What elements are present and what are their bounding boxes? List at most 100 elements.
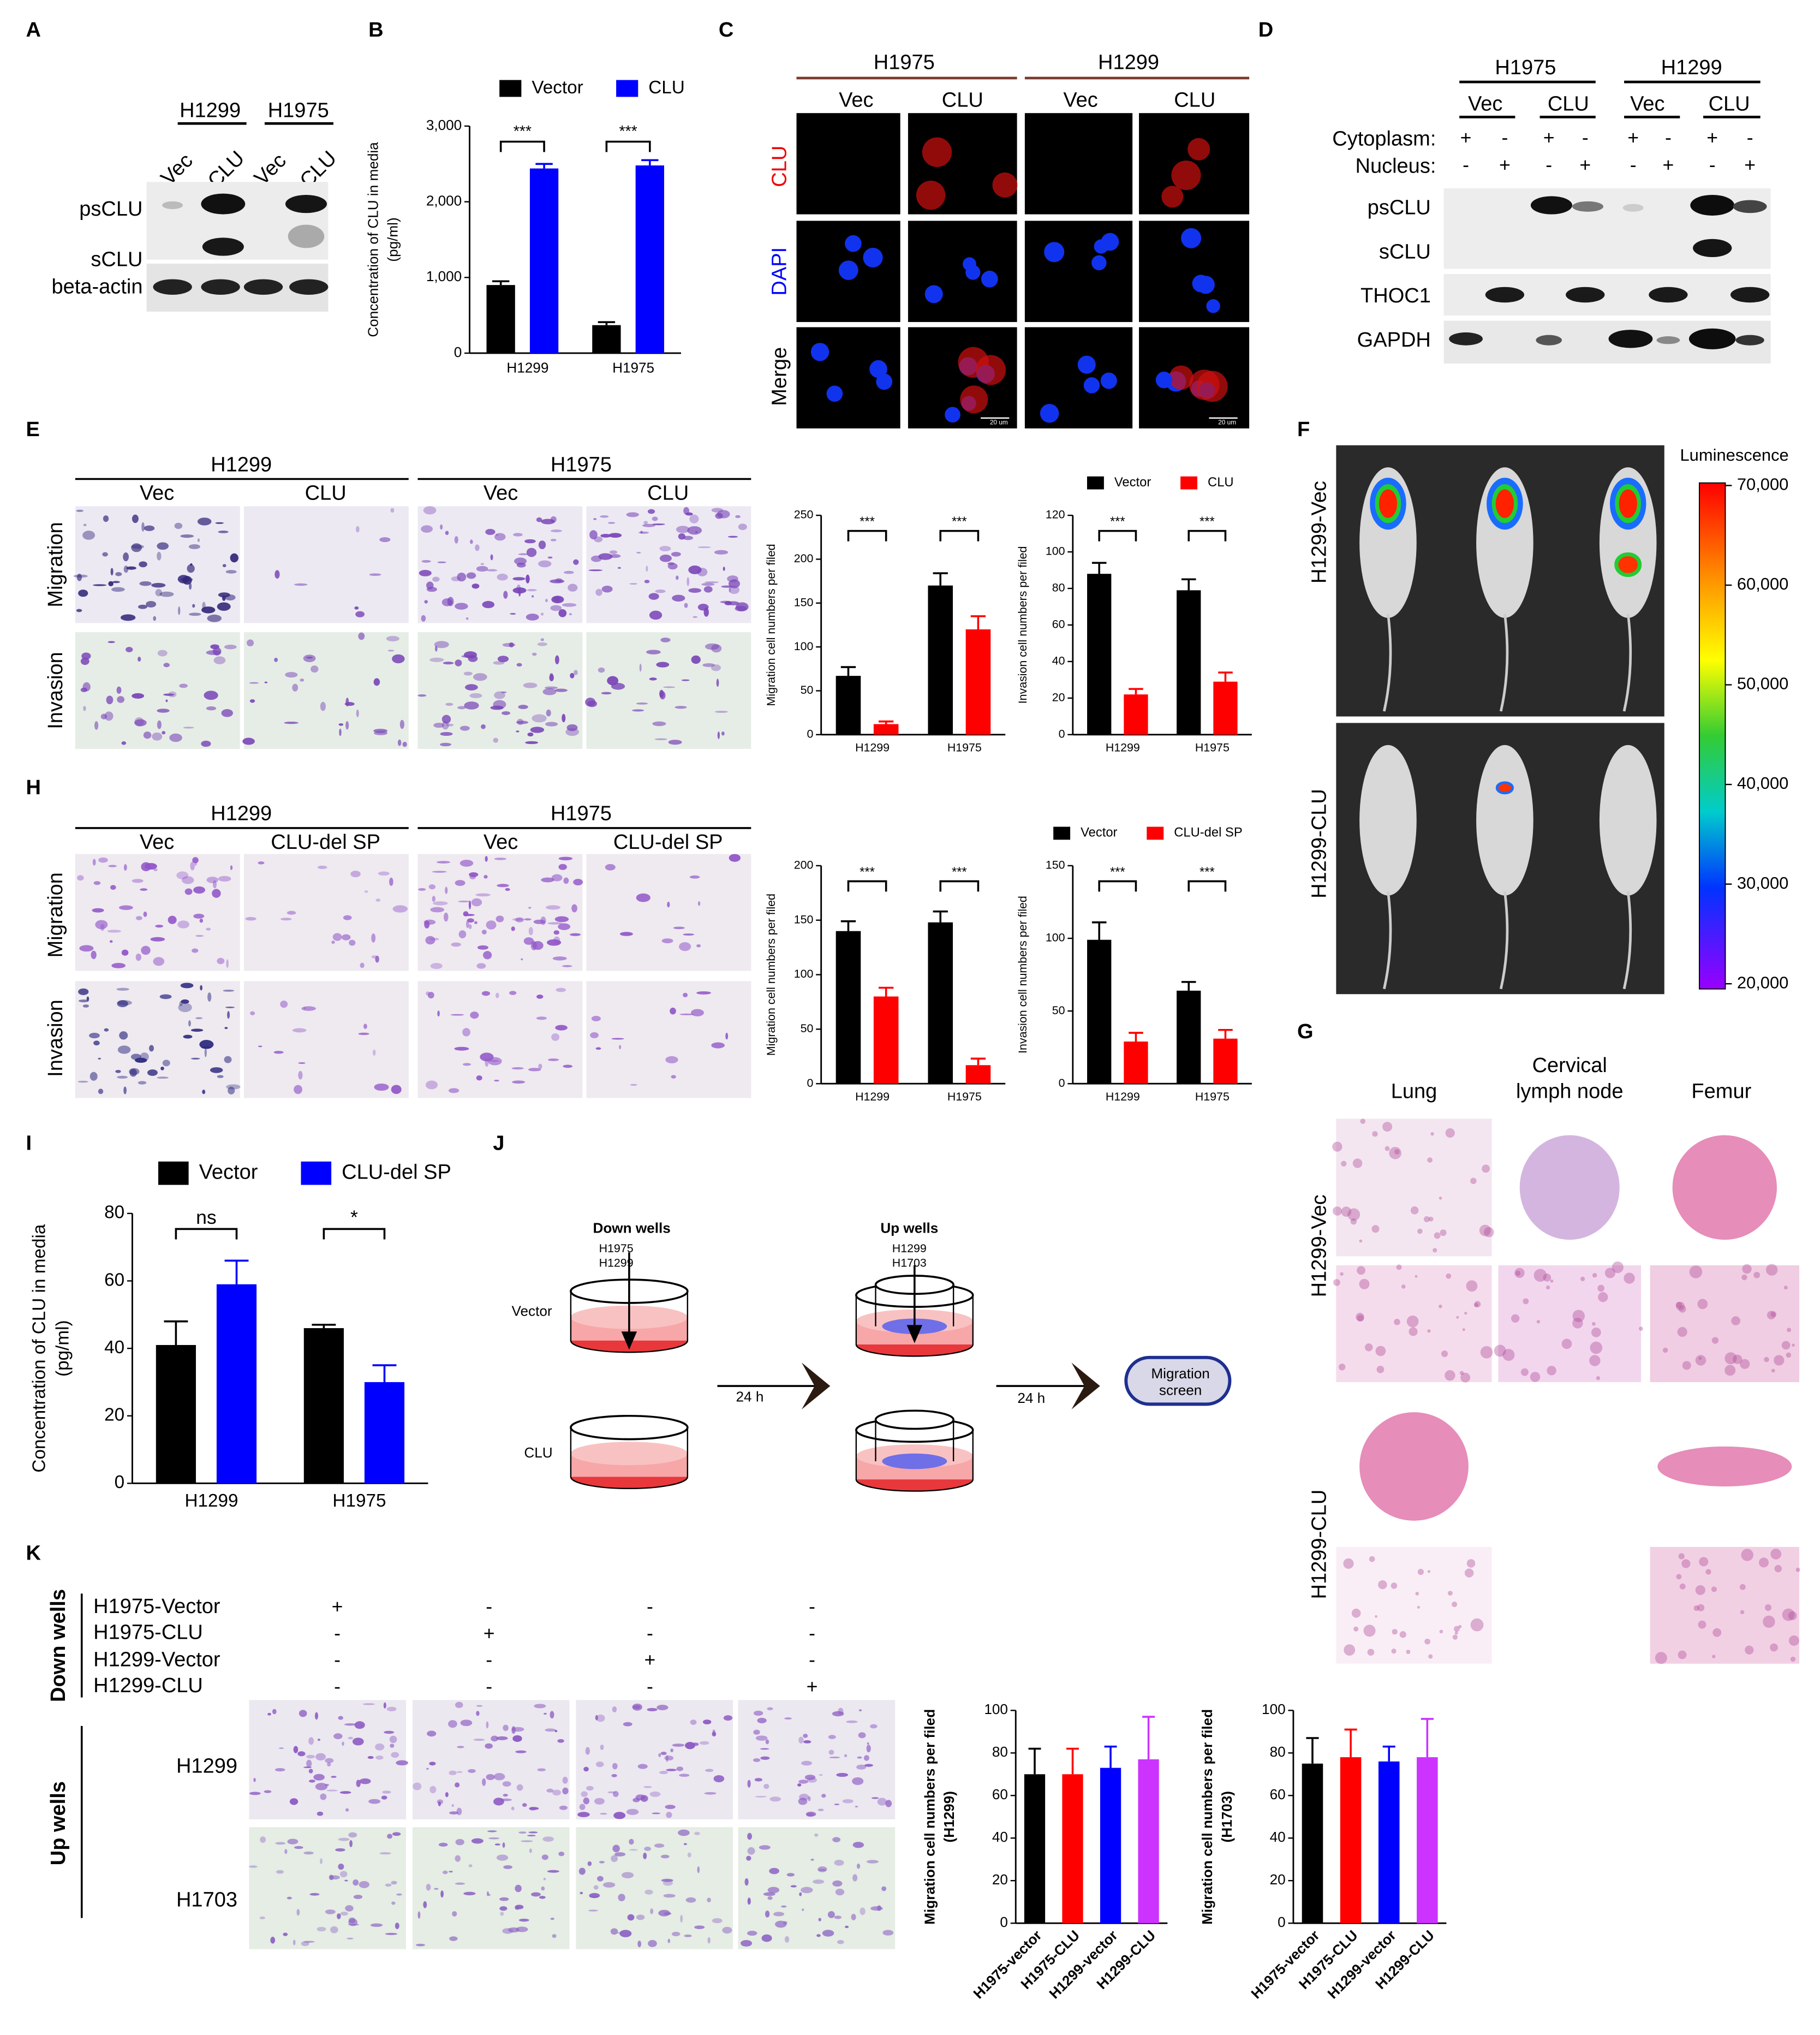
- y-tick-label: 2,000: [426, 193, 462, 209]
- cell: [344, 1723, 357, 1726]
- cell: [636, 893, 651, 902]
- cell: [491, 1735, 499, 1742]
- error-bar: [1218, 1028, 1233, 1039]
- tissue: [1676, 1574, 1682, 1580]
- legend-label: CLU-del SP: [1174, 825, 1242, 840]
- nucleus: [1077, 355, 1096, 374]
- result-label: Migration: [1151, 1365, 1209, 1382]
- cell: [481, 991, 491, 996]
- group-label: CLU: [647, 482, 689, 505]
- bar: [1302, 1763, 1323, 1924]
- cell: [455, 603, 468, 610]
- cell: [280, 1000, 288, 1008]
- cell: [672, 594, 685, 602]
- band: [1608, 330, 1653, 348]
- y-tick-label: 40: [992, 1829, 1008, 1845]
- cell: [335, 1848, 345, 1852]
- cell: [326, 1789, 338, 1792]
- y-tick-label: 60: [1052, 618, 1065, 631]
- cell: [534, 1704, 546, 1709]
- sign: +: [1662, 154, 1674, 176]
- cell: [643, 1852, 647, 1859]
- cell: [391, 1881, 397, 1885]
- channel-label: Merge: [768, 347, 791, 406]
- tissue: [1771, 1368, 1775, 1373]
- fluorescence: [908, 221, 1017, 322]
- cell: [283, 1932, 288, 1936]
- cell: [509, 642, 514, 647]
- down-row: H1975-Vector: [93, 1595, 220, 1618]
- tissue: [1391, 1649, 1397, 1654]
- well: [570, 1414, 689, 1441]
- tissue: [1740, 1359, 1750, 1369]
- band: [1735, 335, 1764, 346]
- cell: [437, 561, 446, 563]
- cell: [573, 559, 579, 565]
- cell: [397, 739, 402, 746]
- band: [1688, 328, 1736, 349]
- tissue: [1360, 1118, 1366, 1124]
- cell: [652, 516, 658, 521]
- cell: [338, 1837, 350, 1841]
- bar: [1340, 1757, 1362, 1924]
- cell: [549, 674, 554, 681]
- bar: [1124, 694, 1148, 735]
- sign: -: [809, 1649, 815, 1671]
- nucleus: [869, 360, 887, 378]
- cell: [450, 1014, 464, 1016]
- cell: [801, 1887, 813, 1894]
- significance-label: ***: [952, 865, 967, 879]
- cell: [159, 994, 172, 999]
- cell: [832, 1711, 844, 1717]
- sign: -: [486, 1649, 492, 1671]
- y-tick-label: 100: [794, 967, 814, 980]
- colorbar-tick-label: 20,000: [1737, 973, 1788, 992]
- arrow: [802, 1362, 831, 1409]
- cell: [135, 953, 141, 961]
- cell: [157, 551, 162, 561]
- cell: [432, 896, 436, 902]
- cell: [550, 539, 557, 542]
- tissue: [1456, 1316, 1459, 1319]
- cell: [330, 1926, 338, 1933]
- cell: [629, 1849, 638, 1851]
- band: [1449, 332, 1483, 346]
- tissue: [1344, 1644, 1356, 1656]
- cell: [602, 1882, 616, 1888]
- cell: [746, 1855, 751, 1861]
- cell: [371, 955, 378, 959]
- cell: [729, 587, 731, 593]
- cell: [499, 1897, 509, 1901]
- tissue: [1712, 1655, 1716, 1658]
- cell: [432, 576, 440, 582]
- cell: [463, 651, 477, 659]
- panel-k: Down wells H1975-Vector H1975-CLU H1299-…: [47, 1589, 237, 1918]
- cell: [134, 719, 147, 727]
- cell: [155, 925, 164, 928]
- cell: [455, 1855, 461, 1862]
- cell: [341, 934, 351, 941]
- insert: [882, 1453, 947, 1469]
- cell: [200, 985, 202, 991]
- cell: [227, 1011, 230, 1019]
- cell: [275, 1768, 285, 1772]
- cell: [834, 1915, 842, 1919]
- nucleus: [810, 343, 830, 361]
- bar: [928, 585, 953, 735]
- significance-bracket: [499, 140, 545, 152]
- tissue: [1347, 1208, 1360, 1221]
- cell-line: H1975: [1495, 56, 1556, 79]
- cell: [660, 638, 671, 642]
- cell: [627, 1914, 635, 1921]
- sign: +: [1460, 127, 1472, 148]
- cell: [573, 878, 583, 885]
- cell: [760, 1748, 769, 1750]
- error-bar: [1181, 578, 1196, 591]
- cell: [423, 506, 437, 515]
- cell: [386, 1706, 397, 1712]
- cell: [399, 719, 404, 729]
- cell: [429, 937, 439, 941]
- cell: [769, 1796, 781, 1802]
- cell: [521, 958, 523, 961]
- arrow: [621, 1331, 637, 1350]
